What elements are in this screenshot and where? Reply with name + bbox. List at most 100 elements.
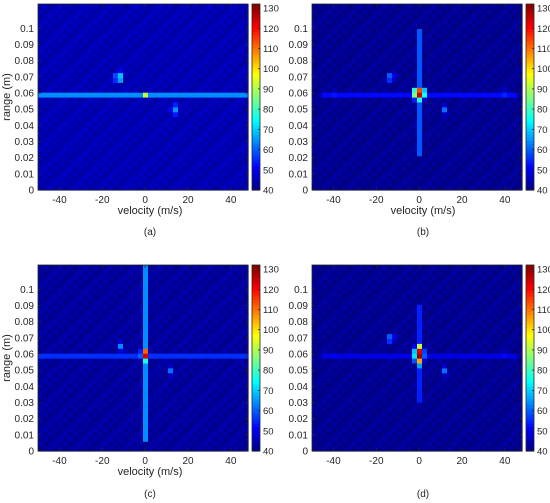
heatmap-cell bbox=[148, 353, 154, 359]
heatmap-cell bbox=[48, 353, 54, 359]
heatmap-cell bbox=[168, 333, 174, 340]
heatmap-cell bbox=[58, 145, 64, 152]
heatmap-cell bbox=[68, 18, 74, 25]
heatmap-cell bbox=[98, 269, 104, 276]
heatmap-cell bbox=[168, 67, 174, 74]
colorbar-segment bbox=[252, 177, 260, 182]
heatmap-cell bbox=[118, 392, 124, 398]
heatmap-cell bbox=[233, 362, 239, 369]
heatmap-cell bbox=[432, 13, 438, 20]
heatmap-cell bbox=[38, 141, 44, 147]
heatmap-cell bbox=[68, 28, 74, 34]
heatmap-cell bbox=[163, 52, 169, 59]
heatmap-cell bbox=[482, 48, 488, 54]
heatmap-cell bbox=[457, 160, 463, 167]
y-tick-label: 0.09 bbox=[15, 40, 35, 51]
heatmap-cell bbox=[332, 43, 338, 49]
heatmap-cell bbox=[88, 52, 94, 59]
heatmap-cell bbox=[118, 116, 124, 123]
heatmap-cell bbox=[178, 406, 184, 413]
heatmap-cell bbox=[48, 343, 54, 349]
heatmap-cell bbox=[402, 131, 408, 137]
heatmap-cell bbox=[442, 8, 448, 15]
heatmap-cell bbox=[113, 126, 119, 132]
heatmap-cell bbox=[487, 111, 493, 118]
heatmap-cell bbox=[208, 106, 214, 113]
heatmap-cell bbox=[43, 358, 49, 364]
heatmap-cell bbox=[487, 77, 493, 83]
heatmap-cell bbox=[58, 87, 64, 93]
heatmap-cell bbox=[347, 62, 353, 69]
heatmap-cell bbox=[193, 392, 199, 398]
heatmap-cell bbox=[502, 92, 508, 98]
heatmap-cell bbox=[103, 446, 109, 452]
heatmap-cell bbox=[223, 28, 229, 34]
heatmap-cell bbox=[472, 62, 478, 69]
heatmap-cell bbox=[357, 57, 363, 64]
heatmap-cell bbox=[337, 13, 343, 20]
heatmap-cell bbox=[103, 185, 109, 191]
heatmap-cell bbox=[188, 328, 194, 335]
heatmap-cell bbox=[83, 18, 89, 25]
heatmap-cell bbox=[193, 48, 199, 54]
heatmap-cell bbox=[128, 116, 134, 123]
heatmap-cell bbox=[123, 116, 129, 123]
heatmap-cell bbox=[203, 411, 209, 418]
heatmap-cell bbox=[402, 106, 408, 113]
y-tick-label: 0.02 bbox=[15, 153, 35, 164]
heatmap-cell bbox=[133, 387, 139, 393]
heatmap-cell bbox=[143, 77, 149, 83]
heatmap-cell bbox=[83, 150, 89, 157]
heatmap-cell bbox=[133, 77, 139, 83]
heatmap-cell bbox=[88, 348, 94, 354]
heatmap-cell bbox=[312, 136, 318, 142]
heatmap-cell bbox=[113, 392, 119, 398]
heatmap-cell bbox=[63, 116, 69, 123]
heatmap-cell bbox=[108, 304, 114, 310]
heatmap-cell bbox=[352, 180, 358, 186]
heatmap-cell bbox=[143, 92, 149, 98]
heatmap-cell bbox=[78, 131, 84, 137]
heatmap-cell bbox=[208, 284, 214, 291]
heatmap-cell bbox=[203, 318, 209, 325]
heatmap-cell bbox=[148, 358, 154, 364]
heatmap-cell bbox=[78, 304, 84, 310]
heatmap-cell bbox=[372, 131, 378, 137]
x-tick-label: 20 bbox=[456, 195, 468, 206]
heatmap-cell bbox=[402, 4, 408, 10]
heatmap-cell bbox=[188, 372, 194, 379]
heatmap-cell bbox=[377, 136, 383, 142]
heatmap-cell bbox=[342, 180, 348, 186]
heatmap-cell bbox=[93, 338, 99, 344]
heatmap-cell bbox=[113, 402, 119, 408]
heatmap-cell bbox=[208, 101, 214, 108]
heatmap-cell bbox=[243, 116, 249, 123]
heatmap-cell bbox=[417, 101, 423, 108]
heatmap-cell bbox=[108, 38, 114, 44]
heatmap-cell bbox=[223, 92, 229, 98]
heatmap-cell bbox=[103, 274, 109, 281]
heatmap-cell bbox=[53, 289, 59, 295]
heatmap-cell bbox=[213, 338, 219, 344]
heatmap-cell bbox=[73, 145, 79, 152]
heatmap-cell bbox=[517, 38, 523, 44]
heatmap-cell bbox=[138, 367, 144, 374]
heatmap-cell bbox=[58, 348, 64, 354]
heatmap-cell bbox=[108, 348, 114, 354]
heatmap-cell bbox=[477, 57, 483, 64]
heatmap-cell bbox=[113, 136, 119, 142]
heatmap-cell bbox=[113, 62, 119, 69]
heatmap-cell bbox=[472, 23, 478, 30]
heatmap-cell bbox=[73, 180, 79, 186]
heatmap-cell bbox=[208, 116, 214, 123]
heatmap-cell bbox=[218, 170, 224, 176]
heatmap-cell bbox=[183, 165, 189, 172]
heatmap-cell bbox=[228, 28, 234, 34]
heatmap-cell bbox=[168, 411, 174, 418]
heatmap-cell bbox=[427, 170, 433, 176]
heatmap-cell bbox=[198, 353, 204, 359]
heatmap-cell bbox=[327, 116, 333, 123]
heatmap-cell bbox=[38, 397, 44, 403]
heatmap-cell bbox=[347, 121, 353, 127]
